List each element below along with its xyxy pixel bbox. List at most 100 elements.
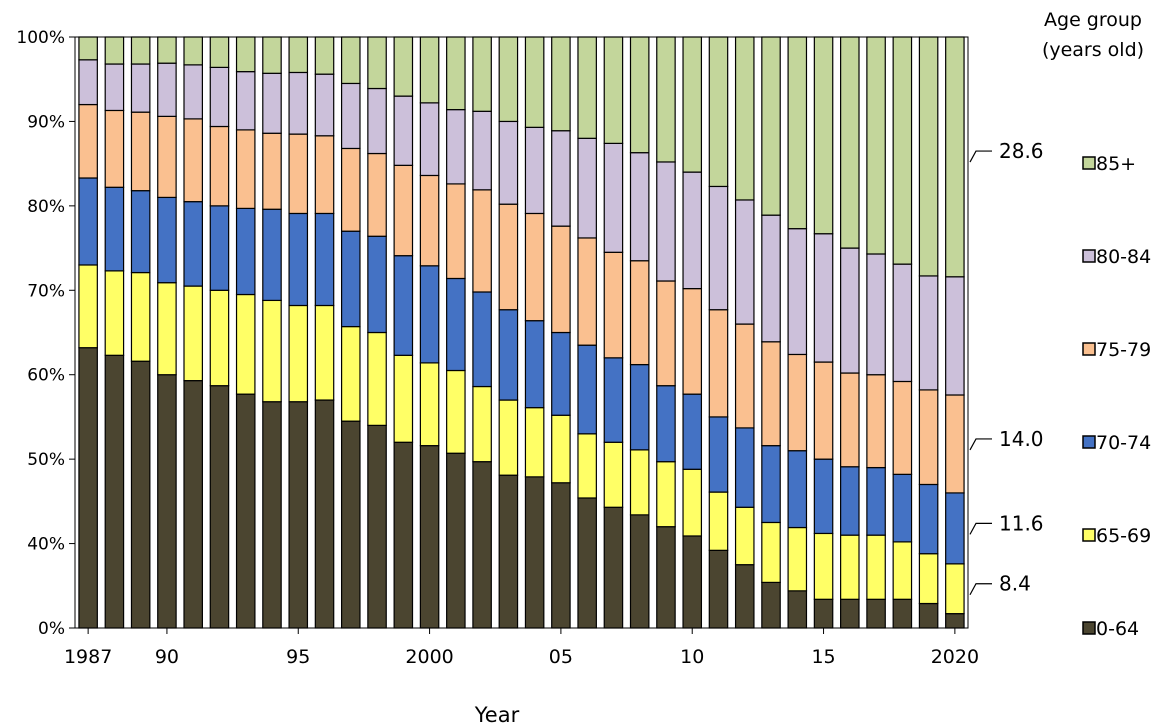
- legend-label: 65-69: [1096, 525, 1151, 547]
- legend-swatch-80-84: [1082, 249, 1096, 263]
- bar-segment-0-64: [761, 581, 781, 629]
- bar-segment-0-64: [551, 482, 571, 629]
- y-tick-label: 70%: [27, 281, 65, 301]
- bar-segment-75-79: [577, 237, 597, 346]
- bar-segment-0-64: [603, 506, 624, 629]
- bar-segment-85+: [209, 36, 230, 68]
- bar-segment-85+: [551, 36, 571, 132]
- bar-segment-65-69: [130, 271, 151, 362]
- bar-segment-65-69: [340, 325, 361, 422]
- plot-area: [74, 36, 969, 629]
- axes: 0% 40% 50% 60% 70% 80% 90% 100% 1987 90 95 2000 05 10…: [16, 28, 979, 668]
- bar-segment-75-79: [734, 323, 755, 429]
- bar-segment-70-74: [104, 186, 125, 272]
- end-label-value: 28.6: [999, 139, 1044, 163]
- x-tick-label: 15: [811, 646, 835, 668]
- bar-segment-0-64: [183, 380, 203, 629]
- bar-segment-85+: [945, 36, 965, 278]
- bar-segment-85+: [262, 36, 282, 74]
- bar-segment-80-84: [945, 276, 965, 396]
- bar-segment-75-79: [682, 288, 703, 395]
- bar-segment-70-74: [629, 363, 650, 451]
- bar-segment-65-69: [262, 299, 282, 403]
- bar-segment-65-69: [183, 285, 203, 382]
- bar-segment-80-84: [183, 64, 203, 120]
- bar-segment-80-84: [603, 142, 624, 253]
- bar-segment-80-84: [656, 161, 676, 282]
- bar-segment-0-64: [629, 514, 650, 629]
- bar-segment-85+: [446, 36, 466, 111]
- bar-segment-75-79: [314, 135, 335, 215]
- bar-segment-70-74: [314, 212, 335, 307]
- bar-segment-75-79: [551, 225, 571, 334]
- bar-segment-80-84: [577, 137, 597, 239]
- bar-segment-0-64: [813, 598, 834, 629]
- legend-subtitle: (years old): [1042, 39, 1144, 61]
- bar-segment-65-69: [892, 541, 913, 600]
- bar-segment-80-84: [551, 130, 571, 227]
- bar-segment-75-79: [104, 109, 125, 188]
- legend-label: 70-74: [1096, 432, 1151, 454]
- bar-segment-0-64: [866, 598, 886, 629]
- bar-segment-75-79: [393, 164, 414, 257]
- bar-segment-85+: [393, 36, 414, 97]
- bar-segment-0-64: [446, 452, 466, 629]
- bar-segment-75-79: [603, 251, 624, 359]
- x-tick-label: 95: [286, 646, 310, 668]
- legend-label: 85+: [1096, 153, 1136, 175]
- bar-segment-0-64: [104, 354, 125, 629]
- bar-segment-65-69: [813, 532, 834, 600]
- bar-segment-70-74: [157, 196, 177, 284]
- bar-segment-65-69: [419, 362, 440, 447]
- bar-segment-80-84: [498, 120, 519, 205]
- x-axis-title: Year: [474, 703, 520, 726]
- bar-segment-70-74: [130, 190, 151, 274]
- bar-segment-80-84: [761, 214, 781, 343]
- bar-segment-85+: [577, 36, 597, 139]
- y-tick-label: 0%: [38, 619, 65, 639]
- bar-segment-70-74: [682, 393, 703, 470]
- bar-segment-65-69: [498, 399, 519, 476]
- bar-segment-65-69: [367, 331, 387, 426]
- bar-segment-0-64: [787, 590, 808, 629]
- bar-segment-70-74: [393, 255, 414, 356]
- bar-segment-0-64: [262, 401, 282, 629]
- bar-segment-0-64: [945, 613, 965, 629]
- bar-segment-70-74: [498, 309, 519, 401]
- bar-segment-0-64: [288, 401, 309, 629]
- bar-segment-65-69: [682, 468, 703, 537]
- bar-segment-65-69: [209, 289, 230, 387]
- bar-segment-85+: [235, 36, 256, 73]
- bar-segment-0-64: [682, 535, 703, 629]
- bar-segment-70-74: [524, 320, 545, 409]
- legend-swatch-65-69: [1082, 528, 1096, 542]
- bar-segment-75-79: [78, 103, 98, 179]
- bar-segment-0-64: [235, 393, 256, 629]
- bar-segment-70-74: [840, 466, 860, 536]
- bar-segment-70-74: [918, 483, 939, 555]
- bar-segment-85+: [682, 36, 703, 173]
- legend-swatch-85+: [1082, 156, 1096, 170]
- bar-segment-80-84: [734, 199, 755, 325]
- bar-segment-85+: [813, 36, 834, 235]
- bar-segment-65-69: [761, 521, 781, 584]
- bar-segment-70-74: [367, 235, 387, 334]
- bar-segment-75-79: [183, 118, 203, 203]
- bar-segment-65-69: [472, 385, 492, 463]
- bar-segment-65-69: [656, 461, 676, 528]
- bar-segment-65-69: [446, 369, 466, 454]
- bar-segment-65-69: [157, 282, 177, 376]
- bar-segment-70-74: [340, 230, 361, 328]
- bar-segment-70-74: [262, 208, 282, 302]
- x-tick-label: 2000: [405, 646, 453, 668]
- y-tick-label: 80%: [27, 197, 65, 217]
- bar-segment-75-79: [892, 380, 913, 475]
- bar-segment-65-69: [577, 433, 597, 499]
- bar-segment-80-84: [840, 247, 860, 374]
- bar-segment-65-69: [918, 553, 939, 605]
- bar-segment-0-64: [209, 385, 230, 629]
- bar-segment-0-64: [393, 441, 414, 629]
- x-tick-label: 1987: [64, 646, 112, 668]
- bar-segment-85+: [419, 36, 440, 104]
